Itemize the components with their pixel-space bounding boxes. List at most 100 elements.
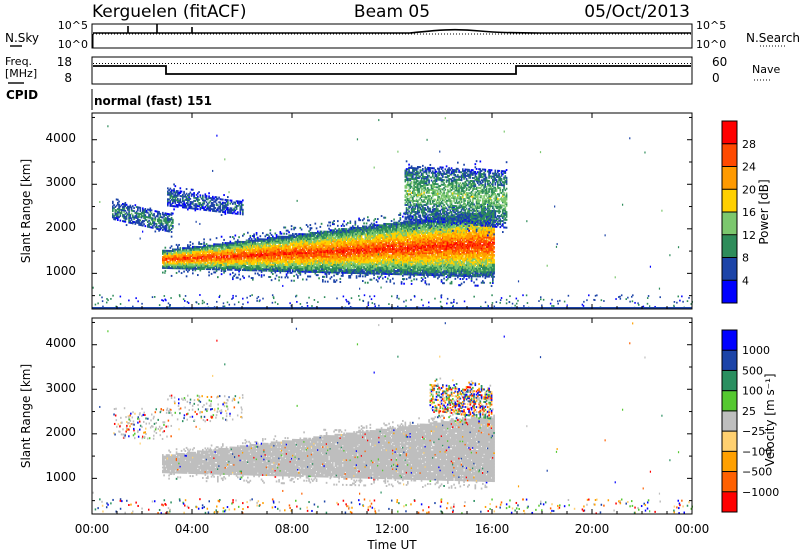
power-cell — [393, 221, 395, 224]
power-cell — [244, 255, 247, 258]
power-cell — [189, 247, 192, 250]
power-cell — [353, 228, 355, 231]
power-cell — [399, 249, 402, 252]
power-cell — [364, 225, 367, 228]
power-cell — [369, 227, 372, 230]
power-cell — [210, 252, 213, 255]
power-cell — [347, 268, 349, 271]
power-cell — [233, 242, 235, 245]
power-cell — [305, 244, 308, 247]
power-cell — [249, 248, 252, 251]
power-cell — [178, 243, 180, 246]
power-cell — [282, 238, 284, 241]
power-cell — [245, 269, 248, 272]
power-cell — [292, 268, 294, 271]
power-cell — [379, 247, 382, 250]
power-cell — [410, 247, 413, 250]
power-cell — [243, 261, 245, 264]
power-cell — [224, 267, 227, 269]
power-cell — [385, 266, 388, 269]
power-cell — [329, 268, 332, 271]
power-cell — [247, 247, 249, 250]
power-cell — [295, 264, 298, 267]
power-cell — [415, 273, 418, 276]
power-cell — [165, 254, 168, 257]
power-cell — [294, 268, 297, 271]
power-cell — [284, 259, 287, 262]
power-cell — [300, 239, 303, 242]
power-cell — [249, 250, 252, 253]
power-cell — [243, 247, 245, 250]
power-cell — [234, 262, 237, 265]
power-cell — [413, 233, 415, 236]
power-cell — [315, 269, 318, 272]
power-cell — [413, 270, 415, 273]
power-cell — [370, 267, 373, 270]
power-cell — [277, 262, 279, 265]
power-cell — [282, 256, 284, 259]
power-cell — [333, 232, 335, 235]
power-cell — [280, 249, 283, 252]
power-cell — [407, 232, 409, 235]
power-cell — [288, 234, 290, 237]
power-cell — [414, 237, 417, 240]
power-cell — [212, 265, 214, 268]
power-cell — [407, 228, 409, 231]
power-cell — [415, 240, 418, 243]
power-cell — [408, 237, 410, 240]
power-cell — [199, 263, 202, 266]
power-cell — [252, 235, 254, 237]
power-cell — [267, 238, 269, 241]
power-cell — [362, 245, 364, 248]
power-cell — [375, 244, 378, 247]
power-cell — [300, 228, 303, 231]
power-cell — [414, 256, 417, 259]
power-cell — [282, 237, 284, 240]
power-cell — [364, 258, 367, 261]
power-cell — [372, 255, 374, 258]
power-cell — [375, 225, 378, 228]
power-cell — [323, 235, 325, 238]
power-cell — [275, 252, 278, 255]
power-cell — [262, 247, 264, 250]
power-cell — [272, 251, 274, 254]
power-cell — [367, 258, 369, 261]
power-cell — [313, 263, 315, 266]
power-cell — [287, 254, 289, 257]
power-cell — [247, 241, 249, 244]
power-cell — [237, 262, 239, 265]
power-cell — [344, 271, 347, 274]
power-cell — [359, 255, 362, 258]
power-cell — [302, 256, 304, 259]
power-cell — [172, 256, 174, 259]
power-cell — [303, 253, 305, 256]
power-cell — [288, 253, 290, 256]
power-cell — [359, 247, 362, 250]
power-cell — [377, 261, 379, 264]
power-cell — [307, 225, 309, 228]
power-cell — [389, 227, 392, 230]
power-cell — [354, 272, 357, 275]
power-cell — [315, 252, 318, 255]
power-cell — [239, 242, 242, 245]
power-cell — [177, 247, 179, 249]
power-cell — [400, 259, 403, 262]
power-cell — [222, 260, 224, 263]
power-cell — [298, 237, 300, 240]
power-cell — [379, 260, 382, 263]
power-cell — [413, 258, 415, 261]
power-cell — [189, 248, 192, 251]
power-cell — [245, 247, 248, 250]
power-cell — [312, 267, 314, 270]
power-cell — [163, 249, 165, 252]
power-cell — [238, 248, 240, 251]
power-cell — [307, 250, 309, 253]
power-cell — [228, 265, 230, 268]
power-cell — [198, 249, 200, 252]
power-cell — [398, 245, 400, 248]
power-cell — [295, 239, 298, 242]
power-cell — [213, 251, 215, 254]
power-cell — [278, 263, 280, 266]
power-cell — [274, 255, 277, 258]
power-cell — [185, 255, 188, 258]
